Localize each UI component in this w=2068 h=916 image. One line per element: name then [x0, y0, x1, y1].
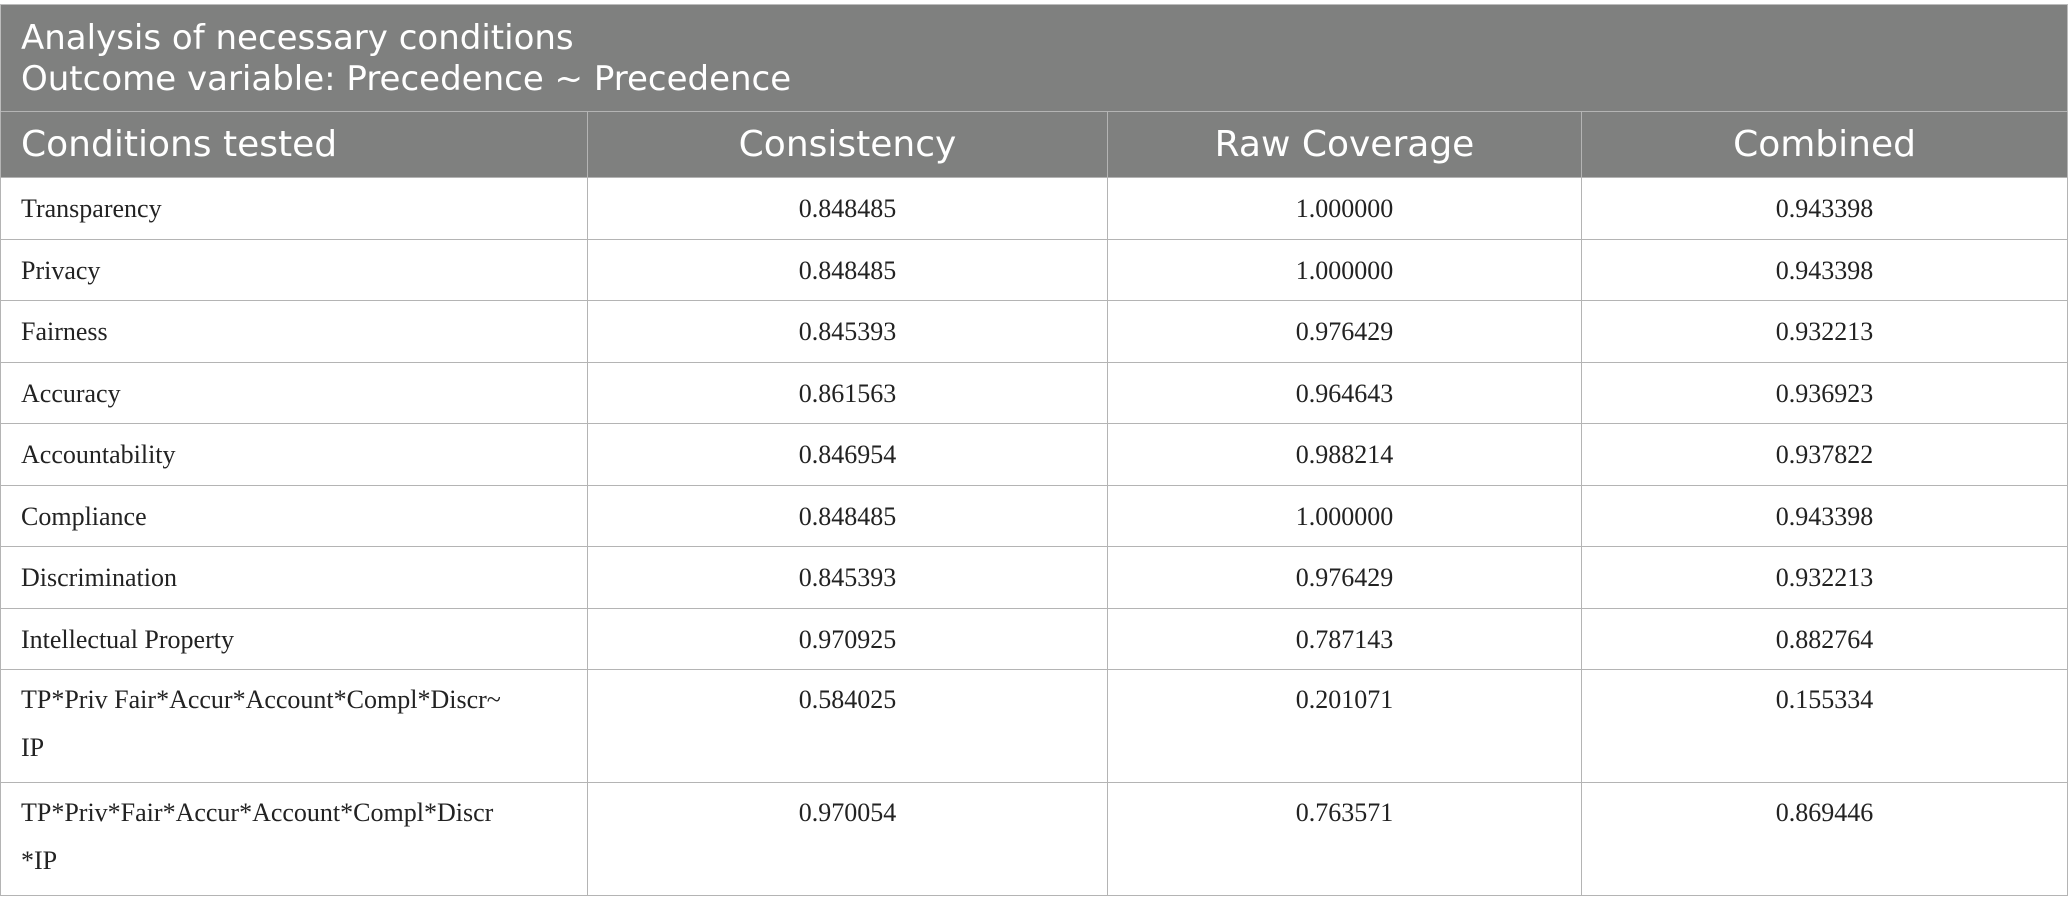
column-header-combined: Combined	[1580, 111, 2068, 178]
condition-text-line2: *IP	[21, 846, 58, 875]
condition-cell: Compliance	[0, 484, 588, 547]
raw-coverage-cell: 0.201071	[1107, 669, 1582, 783]
condition-text-line1: TP*Priv Fair*Accur*Account*Compl*Discr~	[21, 685, 501, 714]
consistency-cell: 0.848485	[587, 177, 1108, 240]
caption-title: Analysis of necessary conditions	[21, 18, 574, 58]
combined-cell: 0.943398	[1580, 484, 2068, 547]
condition-cell: TP*Priv*Fair*Accur*Account*Compl*Discr *…	[0, 782, 588, 896]
necessary-conditions-table: Analysis of necessary conditions Outcome…	[0, 4, 2068, 896]
condition-cell: Discrimination	[0, 546, 588, 609]
table-row: Transparency 0.848485 1.000000 0.943398	[0, 177, 2068, 240]
combined-cell: 0.869446	[1580, 782, 2068, 896]
caption-outcome-variable: Outcome variable: Precedence ~ Precedenc…	[21, 59, 792, 99]
consistency-cell: 0.845393	[587, 546, 1108, 609]
consistency-cell: 0.970054	[587, 782, 1108, 896]
condition-text-line1: TP*Priv*Fair*Accur*Account*Compl*Discr	[21, 798, 494, 827]
raw-coverage-cell: 0.787143	[1107, 607, 1582, 670]
condition-cell: Intellectual Property	[0, 607, 588, 670]
combined-cell: 0.943398	[1580, 177, 2068, 240]
combined-cell: 0.932213	[1580, 300, 2068, 363]
necessary-conditions-table-container: Analysis of necessary conditions Outcome…	[0, 4, 2068, 896]
raw-coverage-cell: 1.000000	[1107, 238, 1582, 301]
combined-cell: 0.943398	[1580, 238, 2068, 301]
table-row: Intellectual Property 0.970925 0.787143 …	[0, 607, 2068, 670]
condition-cell: TP*Priv Fair*Accur*Account*Compl*Discr~ …	[0, 669, 588, 783]
condition-cell: Privacy	[0, 238, 588, 301]
raw-coverage-cell: 0.964643	[1107, 361, 1582, 424]
combined-cell: 0.882764	[1580, 607, 2068, 670]
raw-coverage-cell: 0.976429	[1107, 546, 1582, 609]
consistency-cell: 0.970925	[587, 607, 1108, 670]
column-header-consistency: Consistency	[587, 111, 1108, 178]
column-header-conditions: Conditions tested	[0, 111, 588, 178]
condition-text-line2: IP	[21, 733, 45, 762]
consistency-cell: 0.848485	[587, 238, 1108, 301]
raw-coverage-cell: 0.763571	[1107, 782, 1582, 896]
condition-cell: Accountability	[0, 423, 588, 486]
table-row: TP*Priv Fair*Accur*Account*Compl*Discr~ …	[0, 669, 2068, 783]
table-row: Privacy 0.848485 1.000000 0.943398	[0, 238, 2068, 301]
combined-cell: 0.936923	[1580, 361, 2068, 424]
raw-coverage-cell: 0.988214	[1107, 423, 1582, 486]
condition-cell: Fairness	[0, 300, 588, 363]
combined-cell: 0.932213	[1580, 546, 2068, 609]
table-row: TP*Priv*Fair*Accur*Account*Compl*Discr *…	[0, 782, 2068, 896]
table-header-row: Conditions tested Consistency Raw Covera…	[0, 111, 2068, 178]
condition-cell: Accuracy	[0, 361, 588, 424]
consistency-cell: 0.845393	[587, 300, 1108, 363]
raw-coverage-cell: 1.000000	[1107, 484, 1582, 547]
consistency-cell: 0.584025	[587, 669, 1108, 783]
table-caption: Analysis of necessary conditions Outcome…	[0, 4, 2068, 112]
condition-cell: Transparency	[0, 177, 588, 240]
table-caption-row: Analysis of necessary conditions Outcome…	[0, 4, 2068, 112]
table-row: Fairness 0.845393 0.976429 0.932213	[0, 300, 2068, 363]
table-row: Discrimination 0.845393 0.976429 0.93221…	[0, 546, 2068, 609]
table-row: Compliance 0.848485 1.000000 0.943398	[0, 484, 2068, 547]
combined-cell: 0.937822	[1580, 423, 2068, 486]
combined-cell: 0.155334	[1580, 669, 2068, 783]
consistency-cell: 0.846954	[587, 423, 1108, 486]
raw-coverage-cell: 1.000000	[1107, 177, 1582, 240]
table-row: Accountability 0.846954 0.988214 0.93782…	[0, 423, 2068, 486]
consistency-cell: 0.848485	[587, 484, 1108, 547]
table-row: Accuracy 0.861563 0.964643 0.936923	[0, 361, 2068, 424]
column-header-raw-coverage: Raw Coverage	[1107, 111, 1582, 178]
raw-coverage-cell: 0.976429	[1107, 300, 1582, 363]
consistency-cell: 0.861563	[587, 361, 1108, 424]
